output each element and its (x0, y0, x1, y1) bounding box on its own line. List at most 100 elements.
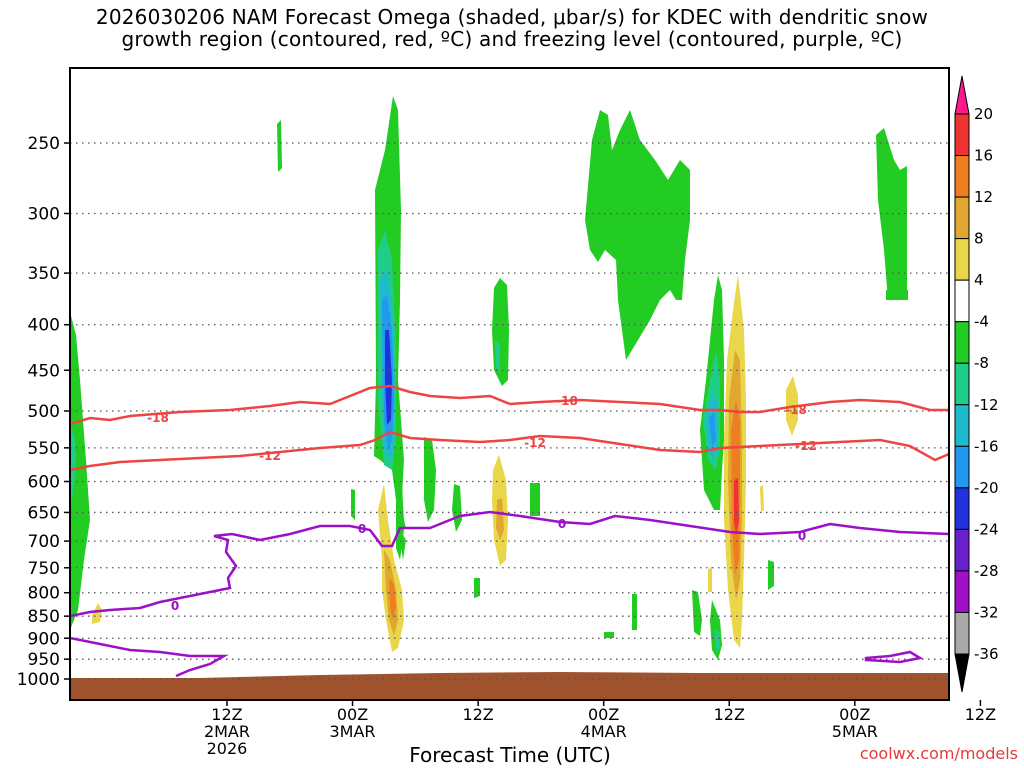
omega-region-far-right (876, 128, 907, 300)
omega-region-4mar-green (530, 483, 540, 516)
omega-region-small-green-a (632, 594, 637, 630)
contour-label-minus18-c: -18 (785, 403, 807, 417)
y-tick-label-850: 850 (28, 607, 60, 627)
omega-region-blob-d (474, 578, 480, 598)
x-tick-label-5-1: 5MAR (832, 722, 878, 741)
contour-label-0-c: 0 (558, 517, 566, 531)
y-tick-label-700: 700 (28, 532, 60, 552)
contour-line-0-right (864, 650, 924, 664)
colorbar-box-10 (954, 528, 970, 572)
contour-line-0 (70, 510, 949, 618)
contour-label-minus12-c: -12 (795, 439, 817, 453)
colorbar-label-0: 20 (974, 105, 993, 123)
colorbar-box-6 (954, 362, 970, 406)
omega-region-upper-mass (585, 110, 690, 360)
y-tick-label-650: 650 (28, 503, 60, 523)
y-tick-label-300: 300 (28, 204, 60, 224)
colorbar-label-3: 8 (974, 230, 984, 248)
omega-region-far-right-lower (886, 290, 908, 300)
colorbar-box-11 (954, 570, 970, 613)
colorbar-top-arrow (954, 75, 970, 115)
colorbar-box-9 (954, 487, 970, 530)
contour-label-minus18-a: -18 (147, 411, 169, 425)
colorbar-label-10: -24 (974, 520, 999, 538)
x-tick-label-2-0: 12Z (462, 705, 493, 724)
contour-label-minus12-a: -12 (259, 449, 281, 463)
contour-labels: -18 -18 -18 -12 -12 -12 0 0 0 0 (147, 394, 817, 613)
y-tick-label-600: 600 (28, 472, 60, 492)
omega-region-4mar-gold (496, 498, 504, 540)
colorbar-label-12: -32 (974, 603, 999, 621)
colorbar-box-7 (954, 404, 970, 447)
contour-label-minus12-b: -12 (524, 436, 546, 450)
contour-line-minus18 (70, 384, 949, 426)
omega-region-small-green-b (604, 632, 614, 638)
omega-region-right-green-small (768, 560, 774, 590)
x-tick-label-4-0: 12Z (714, 705, 745, 724)
x-tick-label-0-2: 2026 (207, 739, 248, 758)
omega-region-left-edge (70, 312, 90, 630)
pressure-gridlines (70, 142, 949, 680)
omega-region-blob-c (452, 484, 462, 532)
omega-region-right-red (734, 478, 739, 536)
colorbar-label-2: 12 (974, 188, 993, 206)
colorbar-box-12 (954, 611, 970, 655)
omega-region-left-yellow (92, 603, 102, 624)
contour-label-0-d: 0 (798, 529, 806, 543)
contour-label-0-b: 0 (358, 522, 366, 536)
title-line-2: growth region (contoured, red, ºC) and f… (121, 27, 903, 51)
x-axis-label: Forecast Time (UTC) (409, 743, 611, 767)
y-axis: 2503003504004505005506006507007508008509… (17, 134, 70, 690)
contour-label-0-a: 0 (171, 599, 179, 613)
y-tick-label-350: 350 (28, 264, 60, 284)
omega-region-left-edge-core (70, 420, 76, 505)
x-tick-label-3-1: 4MAR (581, 722, 627, 741)
omega-region-4mar-column (492, 278, 509, 386)
contour-line-minus12 (70, 430, 949, 472)
colorbar-bottom-arrow (954, 653, 970, 693)
omega-region-right-yellow-dot (760, 485, 764, 512)
colorbar-label-6: -8 (974, 354, 989, 372)
x-tick-label-0-1: 2MAR (204, 722, 250, 741)
chart-title: 2026030206 NAM Forecast Omega (shaded, μ… (0, 6, 1024, 50)
y-tick-label-900: 900 (28, 629, 60, 649)
colorbar-box-1 (954, 155, 970, 198)
colorbar-box-0 (954, 113, 970, 157)
plot-frame (69, 67, 950, 701)
omega-region-lower-right-teal (714, 630, 720, 652)
y-tick-label-750: 750 (28, 559, 60, 579)
omega-shading (70, 96, 949, 700)
omega-region-blob-a (351, 489, 355, 520)
y-tick-label-450: 450 (28, 361, 60, 381)
x-tick-label-0-0: 12Z (211, 705, 242, 724)
colorbar-box-5 (954, 321, 970, 364)
x-tick-label-3-0: 00Z (588, 705, 619, 724)
x-tick-label-1-0: 00Z (337, 705, 368, 724)
omega-region-right-yellow-small (708, 566, 712, 592)
credit-text: coolwx.com/models (859, 744, 1018, 763)
contour-label-minus18-b: -18 (556, 394, 578, 408)
colorbar-box-3 (954, 238, 970, 281)
colorbar-box-8 (954, 445, 970, 489)
colorbar-label-1: 16 (974, 147, 993, 165)
y-tick-label-550: 550 (28, 439, 60, 459)
colorbar-label-7: -12 (974, 396, 999, 414)
omega-region-main-column-dark (385, 330, 392, 425)
y-tick-label-950: 950 (28, 650, 60, 670)
omega-region-5mar-column-blue (709, 412, 716, 446)
colorbar-box-2 (954, 196, 970, 240)
x-tick-label-1-1: 3MAR (330, 722, 376, 741)
omega-region-blob-b (424, 437, 436, 522)
title-line-1: 2026030206 NAM Forecast Omega (shaded, μ… (95, 5, 929, 29)
y-tick-label-250: 250 (28, 134, 60, 154)
colorbar-label-8: -16 (974, 437, 999, 455)
omega-region-lower-orange (389, 578, 396, 620)
omega-region-4mar-column-teal (495, 340, 500, 372)
colorbar: 20 16 12 8 4 -4 -8 -12 -16 -20 -24 -28 -32 -36 (954, 75, 999, 693)
y-tick-label-800: 800 (28, 584, 60, 604)
colorbar-label-5: -4 (974, 313, 989, 331)
colorbar-box-4 (954, 279, 970, 323)
ground-terrain (70, 672, 949, 700)
